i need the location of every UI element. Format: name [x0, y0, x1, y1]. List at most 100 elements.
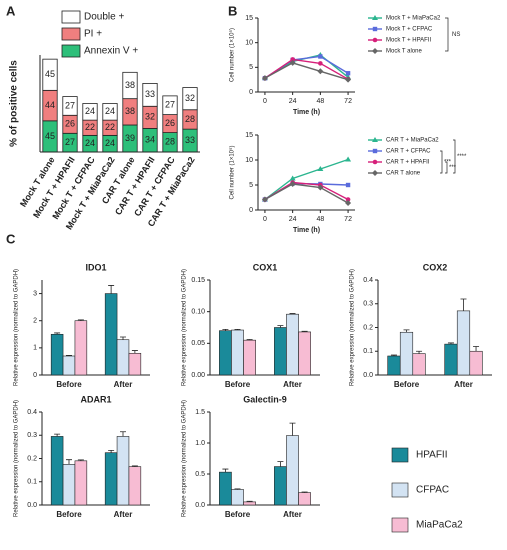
y-tick-label: 0.1 — [27, 479, 37, 486]
legend-label: Mock T + MiaPaCa2 — [386, 16, 441, 22]
y-tick-label: 0.10 — [191, 309, 205, 316]
error-bar — [108, 449, 115, 453]
series-line — [264, 62, 349, 81]
value-label: 32 — [145, 112, 155, 122]
bar — [128, 352, 142, 376]
error-bar — [222, 329, 229, 331]
x-axis-label: Time (h) — [293, 227, 320, 234]
error-bar — [77, 319, 84, 321]
bar — [116, 339, 130, 376]
bar — [274, 466, 287, 506]
y-axis-label: Cell number (1×10⁵) — [229, 145, 236, 199]
chart-title: Galectin-9 — [243, 394, 287, 404]
value-label: 33 — [145, 89, 155, 99]
error-bar — [54, 433, 61, 437]
bar — [50, 333, 64, 376]
bar — [62, 464, 76, 506]
value-label: 26 — [65, 119, 75, 129]
panel-label: B — [228, 3, 237, 18]
bar-segment — [82, 103, 98, 121]
marker — [372, 48, 378, 54]
marker — [345, 182, 351, 188]
y-axis-label: Relative expression (normalized to GAPDH… — [350, 269, 356, 386]
value-label: 34 — [145, 135, 155, 145]
chart-title: IDO1 — [85, 262, 106, 272]
bar — [298, 331, 311, 376]
marker — [372, 170, 378, 176]
x-tick-label: After — [283, 510, 302, 519]
legend-label: CAR T + CFPAC — [386, 149, 431, 155]
bracket — [445, 161, 448, 174]
marker — [345, 71, 351, 76]
marker — [372, 137, 378, 142]
legend-label: Mock T alone — [386, 49, 422, 55]
value-label: 26 — [165, 118, 175, 128]
marker — [318, 54, 323, 59]
y-tick-label: 0.3 — [27, 432, 37, 439]
marker — [372, 159, 378, 165]
legend-label: Mock T + CFPAC — [386, 27, 433, 33]
x-axis-label: Time (h) — [293, 109, 320, 116]
y-tick-label: 5 — [249, 64, 253, 71]
value-label: 32 — [185, 93, 195, 103]
panel-label: A — [6, 3, 16, 18]
legend-label: Double + — [84, 12, 124, 23]
legend-swatch — [391, 482, 409, 498]
marker — [372, 148, 378, 154]
marker — [261, 75, 268, 82]
x-tick-label: 72 — [344, 216, 352, 223]
value-label: 28 — [185, 114, 195, 124]
y-tick-label: 15 — [245, 132, 253, 139]
legend-label: MiaPaCa2 — [416, 520, 463, 531]
error-bar — [120, 431, 126, 437]
marker — [289, 59, 296, 66]
series-line — [264, 58, 349, 80]
y-tick-label: 0.3 — [363, 301, 373, 308]
marker — [372, 26, 378, 32]
error-bar — [301, 330, 308, 332]
error-bar — [222, 468, 229, 473]
bar-segment — [162, 95, 178, 115]
error-bar — [460, 298, 467, 311]
bar — [387, 355, 401, 376]
marker — [289, 181, 296, 187]
error-bar — [66, 459, 72, 465]
error-bar — [120, 336, 126, 340]
value-label: 39 — [125, 133, 135, 143]
bar — [456, 310, 471, 376]
y-axis-label: Relative expression (normalized to GAPDH… — [14, 400, 20, 517]
error-bar — [131, 350, 138, 354]
value-label: 24 — [105, 106, 115, 116]
value-label: 45 — [45, 69, 55, 79]
value-label: 33 — [185, 135, 195, 145]
bar — [274, 327, 287, 376]
legend-label: PI + — [84, 29, 102, 40]
series-line — [264, 183, 349, 204]
y-tick-label: 10 — [245, 157, 253, 164]
bar — [231, 329, 244, 376]
bar — [243, 501, 256, 506]
y-tick-label: 0.0 — [363, 372, 373, 379]
x-tick-label: Before — [56, 380, 82, 389]
y-tick-label: 1.5 — [195, 409, 205, 416]
bar — [444, 343, 458, 376]
marker — [317, 68, 324, 75]
bar — [62, 355, 76, 376]
error-bar — [289, 313, 296, 315]
value-label: 24 — [85, 138, 95, 148]
bar — [50, 436, 64, 506]
y-tick-label: 1.0 — [195, 440, 205, 447]
y-tick-label: 5 — [249, 182, 253, 189]
y-tick-label: 0 — [249, 89, 253, 96]
error-bar — [277, 325, 284, 328]
bar-segment — [42, 58, 58, 91]
y-tick-label: 15 — [245, 15, 253, 22]
value-label: 45 — [45, 131, 55, 141]
bar — [74, 320, 88, 376]
bar — [286, 313, 299, 376]
y-tick-label: 0.2 — [363, 324, 373, 331]
error-bar — [234, 488, 241, 490]
y-axis-label: Relative expression (normalized to GAPDH… — [182, 400, 188, 517]
series-line — [264, 158, 349, 201]
